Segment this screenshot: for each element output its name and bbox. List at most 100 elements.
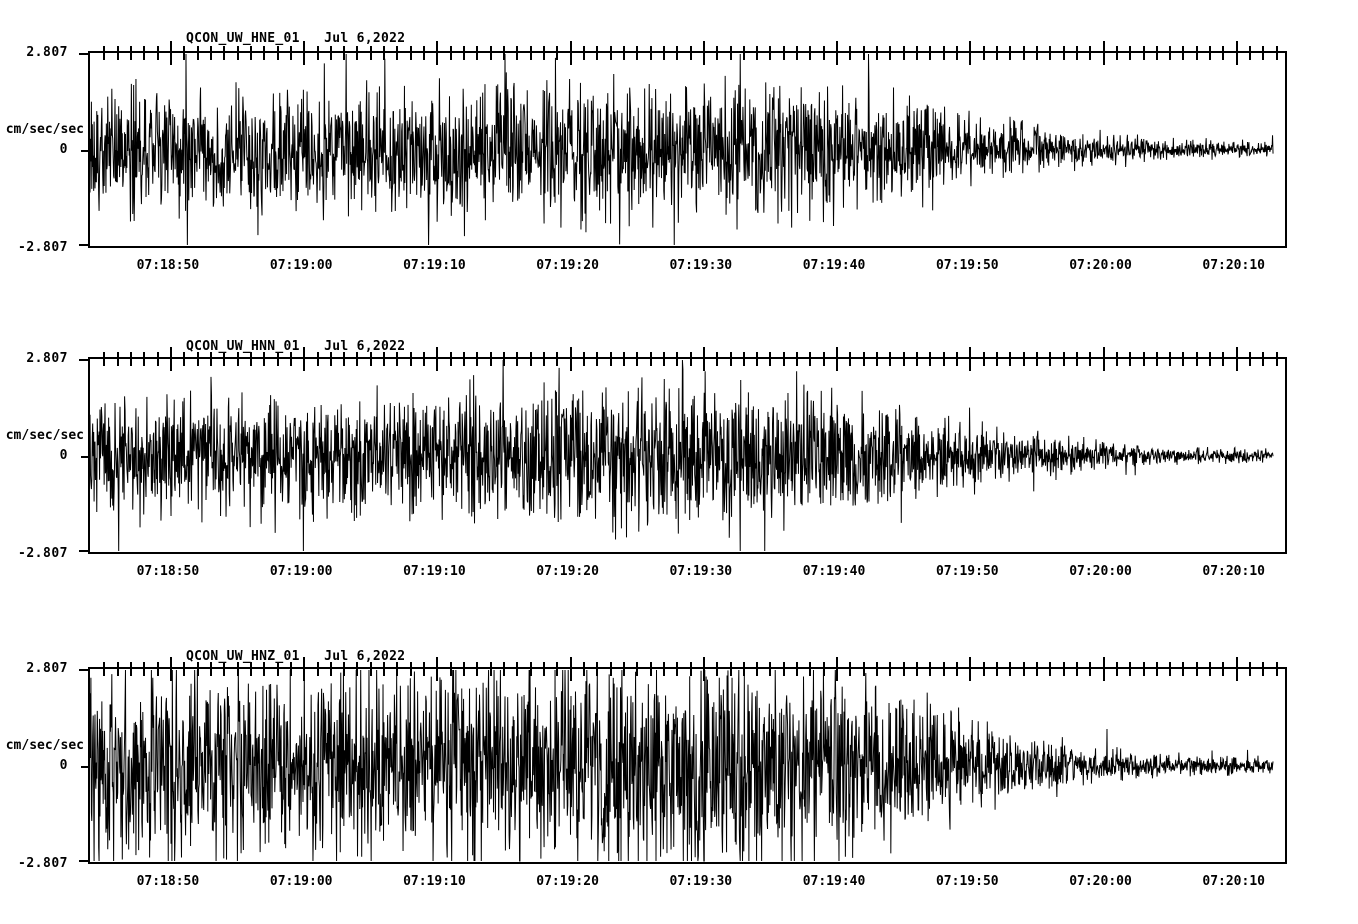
x-axis-major-tick [569, 657, 572, 669]
x-axis-minor-tick [383, 46, 386, 53]
x-axis-minor-tick [1062, 662, 1065, 669]
x-axis-minor-tick [1062, 46, 1065, 53]
x-axis-minor-tick [1049, 662, 1052, 669]
x-axis-minor-tick [929, 662, 932, 669]
x-axis-minor-tick [995, 359, 998, 366]
x-axis-minor-tick [396, 46, 399, 53]
x-axis-minor-tick [409, 46, 412, 53]
x-axis-minor-tick [183, 46, 186, 53]
x-axis-minor-tick [1222, 662, 1225, 669]
x-axis-minor-tick [649, 46, 652, 53]
x-axis-minor-tick [249, 662, 252, 669]
x-axis-minor-tick [756, 669, 759, 676]
x-axis-minor-tick [796, 662, 799, 669]
x-axis-minor-tick [516, 46, 519, 53]
x-axis-labels-hnz: 07:18:50 07:19:00 07:19:10 07:19:20 07:19:30… [88, 874, 1287, 892]
x-axis-minor-tick [729, 46, 732, 53]
y-axis-max-label-hne: 2.807 [26, 45, 68, 60]
x-axis-minor-tick [1022, 359, 1025, 366]
x-axis-minor-tick [676, 669, 679, 676]
x-axis-minor-tick [156, 359, 159, 366]
x-axis-minor-tick [1115, 53, 1118, 60]
x-axis-minor-tick [369, 53, 372, 60]
x-axis-minor-tick [902, 53, 905, 60]
x-axis-minor-tick [476, 669, 479, 676]
x-axis-minor-tick [1182, 662, 1185, 669]
x-axis-major-tick [169, 657, 172, 669]
x-axis-minor-tick [1022, 53, 1025, 60]
x-axis-minor-tick [716, 662, 719, 669]
x-axis-minor-tick [596, 359, 599, 366]
x-axis-minor-tick [902, 46, 905, 53]
x-axis-minor-tick [143, 669, 146, 676]
x-axis-minor-tick [543, 669, 545, 676]
y-axis-min-label-hnn: -2.807 [18, 546, 68, 561]
x-axis-minor-tick [662, 669, 665, 676]
x-axis-minor-tick [1142, 53, 1145, 60]
x-axis-major-tick [1102, 41, 1105, 53]
x-axis-minor-tick [1022, 669, 1025, 676]
x-axis-minor-tick [1049, 46, 1052, 53]
x-axis-minor-tick [649, 352, 652, 359]
x-axis-minor-tick [463, 352, 465, 359]
x-axis-minor-tick [649, 359, 652, 366]
x-axis-minor-tick [209, 46, 212, 53]
x-axis-minor-tick [1155, 352, 1158, 359]
x-axis-major-tick [1235, 347, 1238, 359]
x-axis-minor-tick [130, 53, 132, 60]
x-axis-major-tick [569, 669, 572, 681]
x-axis-major-tick [436, 41, 439, 53]
x-axis-minor-tick [649, 669, 652, 676]
x-axis-minor-tick [1049, 359, 1052, 366]
x-axis-tick-label: 07:18:50 [136, 258, 200, 273]
x-axis-minor-tick [343, 669, 346, 676]
x-axis-minor-tick [689, 53, 692, 60]
x-axis-major-tick [1102, 359, 1105, 371]
x-axis-minor-tick [902, 352, 905, 359]
x-axis-minor-tick [995, 662, 998, 669]
y-axis-mid-label-hnn: 0 [59, 448, 68, 463]
x-axis-major-tick [569, 347, 572, 359]
x-axis-minor-tick [862, 359, 865, 366]
x-axis-minor-tick [1222, 359, 1225, 366]
x-axis-labels-hne: 07:18:50 07:19:00 07:19:10 07:19:20 07:19:30… [88, 258, 1287, 276]
x-axis-tick-label: 07:19:40 [802, 874, 866, 889]
x-axis-minor-tick [263, 662, 266, 669]
x-axis-minor-tick [876, 662, 878, 669]
plot-frame-hnz [79, 657, 1287, 864]
x-axis-minor-tick [249, 46, 252, 53]
x-axis-minor-tick [1182, 46, 1185, 53]
x-axis-minor-tick [742, 46, 745, 53]
x-axis-major-tick [969, 347, 972, 359]
x-axis-minor-tick [609, 352, 612, 359]
x-axis-minor-tick [236, 669, 239, 676]
x-axis-minor-tick [423, 352, 426, 359]
x-axis-minor-tick [982, 359, 985, 366]
x-axis-major-tick [702, 53, 705, 65]
x-axis-minor-tick [955, 352, 958, 359]
panel-title-hnz: QCON_UW_HNZ_01 Jul 6,2022 [186, 649, 406, 664]
x-axis-minor-tick [489, 46, 492, 53]
x-axis-major-tick [1235, 41, 1238, 53]
x-axis-minor-tick [889, 662, 892, 669]
x-axis-minor-tick [582, 53, 585, 60]
x-axis-minor-tick [1249, 352, 1251, 359]
x-axis-minor-tick [1089, 669, 1092, 676]
x-axis-minor-tick [369, 662, 372, 669]
x-axis-minor-tick [196, 53, 199, 60]
x-axis-minor-tick [1022, 662, 1025, 669]
x-axis-minor-tick [476, 352, 479, 359]
x-axis-minor-tick [676, 53, 679, 60]
x-axis-minor-tick [463, 662, 465, 669]
x-axis-minor-tick [636, 53, 639, 60]
x-axis-minor-tick [343, 359, 346, 366]
x-axis-minor-tick [822, 669, 825, 676]
x-axis-major-tick [836, 41, 838, 53]
x-axis-minor-tick [716, 669, 719, 676]
x-axis-major-tick [969, 41, 972, 53]
x-axis-minor-tick [622, 352, 625, 359]
x-axis-minor-tick [1009, 359, 1012, 366]
x-axis-minor-tick [1129, 662, 1132, 669]
x-axis-minor-tick [1155, 46, 1158, 53]
x-axis-minor-tick [995, 669, 998, 676]
